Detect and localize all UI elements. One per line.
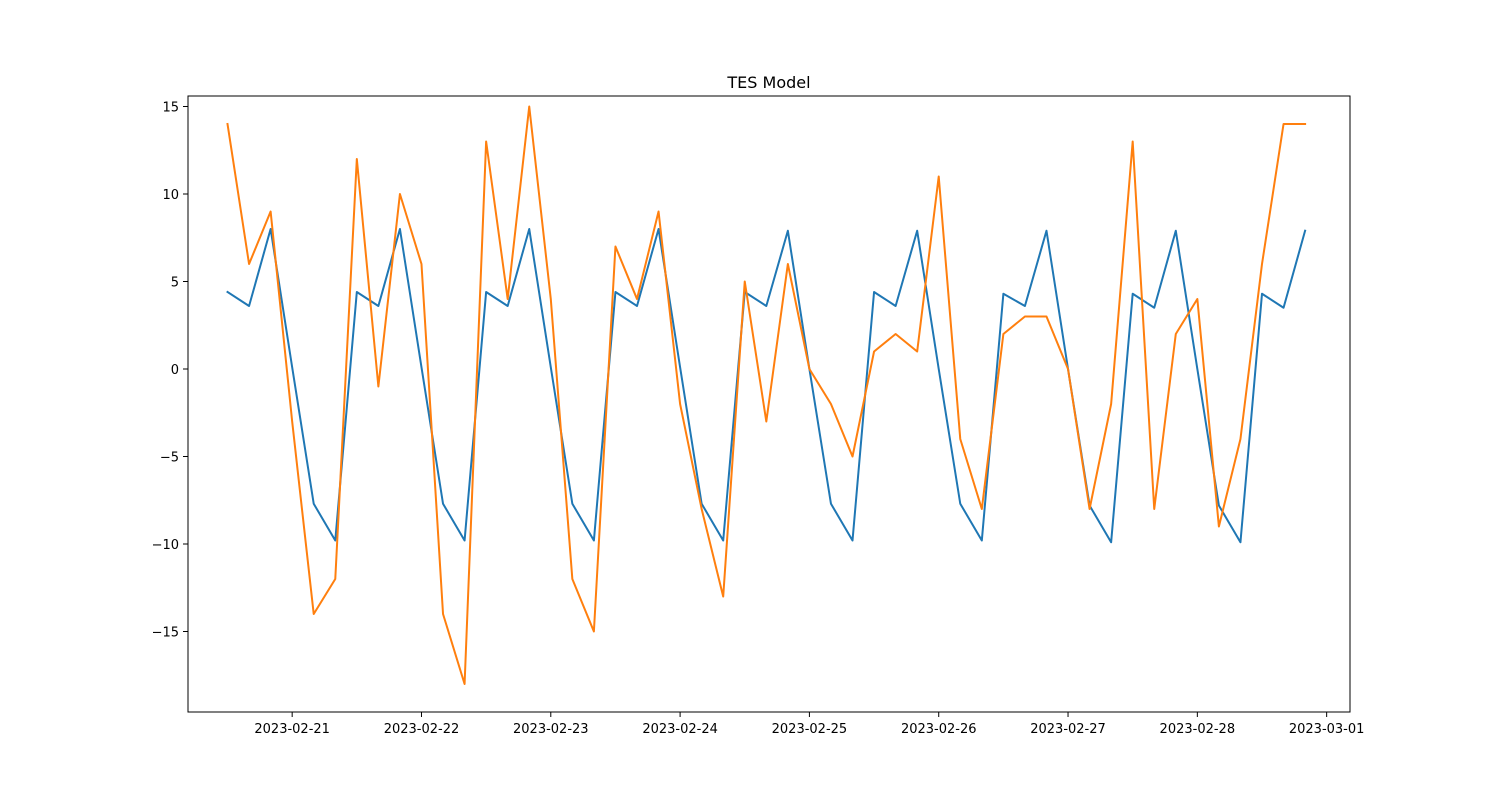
y-tick-label: 0 [171, 363, 179, 378]
y-tick-label: 5 [171, 276, 179, 291]
y-tick-label: −10 [152, 538, 179, 553]
x-axis: 2023-02-21 2023-02-22 2023-02-23 2023-02-24… [254, 712, 1364, 737]
x-tick-label: 2023-02-28 [1160, 722, 1236, 737]
plot-area-frame [187, 95, 1351, 713]
x-tick-label: 2023-03-01 [1289, 722, 1365, 737]
series-layer [226, 105, 1307, 685]
y-axis: 15 10 5 0 −5 −10 −15 [152, 101, 188, 641]
x-tick-label: 2023-02-27 [1030, 722, 1106, 737]
x-tick-label: 2023-02-23 [513, 722, 589, 737]
series-line-2 [226, 105, 1307, 685]
y-tick-label: 10 [162, 188, 179, 203]
x-tick-label: 2023-02-22 [384, 722, 460, 737]
y-tick-label: −5 [160, 451, 179, 466]
series-line-1 [226, 228, 1307, 544]
x-tick-label: 2023-02-24 [642, 722, 718, 737]
x-tick-label: 2023-02-26 [901, 722, 977, 737]
y-tick-label: 15 [162, 101, 179, 116]
x-tick-label: 2023-02-21 [254, 722, 330, 737]
chart-title: TES Model [726, 73, 810, 92]
y-tick-label: −15 [152, 626, 179, 641]
x-tick-label: 2023-02-25 [772, 722, 848, 737]
